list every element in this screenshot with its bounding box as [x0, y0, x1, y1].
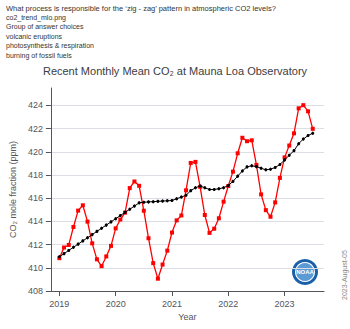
- svg-text:burning of fossil fuels: burning of fossil fuels: [6, 52, 72, 60]
- svg-text:Year: Year: [178, 312, 196, 322]
- svg-text:Recent Monthly Mean CO₂ at Mau: Recent Monthly Mean CO₂ at Mauna Loa Obs…: [43, 65, 308, 77]
- svg-text:photosynthesis & respiration: photosynthesis & respiration: [6, 42, 94, 50]
- svg-text:420: 420: [28, 147, 43, 157]
- svg-text:volcanic eruptions: volcanic eruptions: [6, 33, 63, 41]
- svg-text:2022: 2022: [218, 299, 238, 309]
- svg-text:414: 414: [28, 216, 43, 226]
- svg-text:CO₂ mole fraction (ppm): CO₂ mole fraction (ppm): [8, 141, 18, 238]
- svg-text:408: 408: [28, 286, 43, 296]
- svg-text:410: 410: [28, 263, 43, 273]
- svg-text:Group of answer choices: Group of answer choices: [6, 23, 84, 31]
- svg-text:NOAA: NOAA: [296, 269, 314, 275]
- svg-text:424: 424: [28, 100, 43, 110]
- svg-text:412: 412: [28, 240, 43, 250]
- svg-text:418: 418: [28, 170, 43, 180]
- svg-text:2019: 2019: [49, 299, 69, 309]
- svg-text:416: 416: [28, 193, 43, 203]
- svg-text:2020: 2020: [106, 299, 126, 309]
- svg-text:What process is responsible fo: What process is responsible for the ‘zig…: [6, 4, 276, 13]
- svg-text:2023: 2023: [275, 299, 295, 309]
- svg-text:422: 422: [28, 124, 43, 134]
- svg-text:2021: 2021: [162, 299, 182, 309]
- svg-text:co2_trend_mlo.png: co2_trend_mlo.png: [6, 14, 66, 22]
- svg-text:2023-August-05: 2023-August-05: [341, 250, 349, 300]
